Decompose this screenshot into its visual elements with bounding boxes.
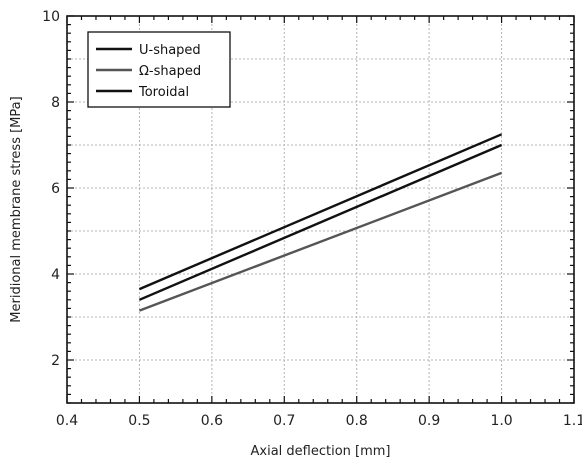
y-axis-label: Meridional membrane stress [MPa] — [9, 96, 24, 322]
x-tick-label: 0.5 — [128, 413, 150, 429]
x-tick-label: 0.8 — [346, 413, 368, 429]
y-tick-label: 4 — [51, 267, 60, 283]
legend-label: Toroidal — [138, 85, 189, 100]
x-tick-label: 0.6 — [201, 413, 223, 429]
plot-frame — [66, 15, 575, 404]
y-tick-label: 6 — [51, 181, 60, 197]
x-axis-label: Axial deflection [mm] — [251, 444, 391, 459]
y-tick-label: 8 — [51, 95, 60, 111]
series-line — [138, 143, 503, 301]
x-tick-label: 0.9 — [418, 413, 440, 429]
series-line — [138, 171, 503, 312]
x-tick-label: 0.4 — [56, 413, 78, 429]
x-tick-label: 0.7 — [273, 413, 295, 429]
x-tick-label: 1.0 — [490, 413, 512, 429]
x-tick-label: 1.1 — [563, 413, 582, 429]
y-tick-label: 10 — [42, 9, 60, 25]
legend-label: U-shaped — [139, 43, 201, 58]
y-tick-label: 2 — [51, 353, 60, 369]
series-line — [138, 133, 503, 291]
legend-label: Ω-shaped — [139, 64, 201, 79]
